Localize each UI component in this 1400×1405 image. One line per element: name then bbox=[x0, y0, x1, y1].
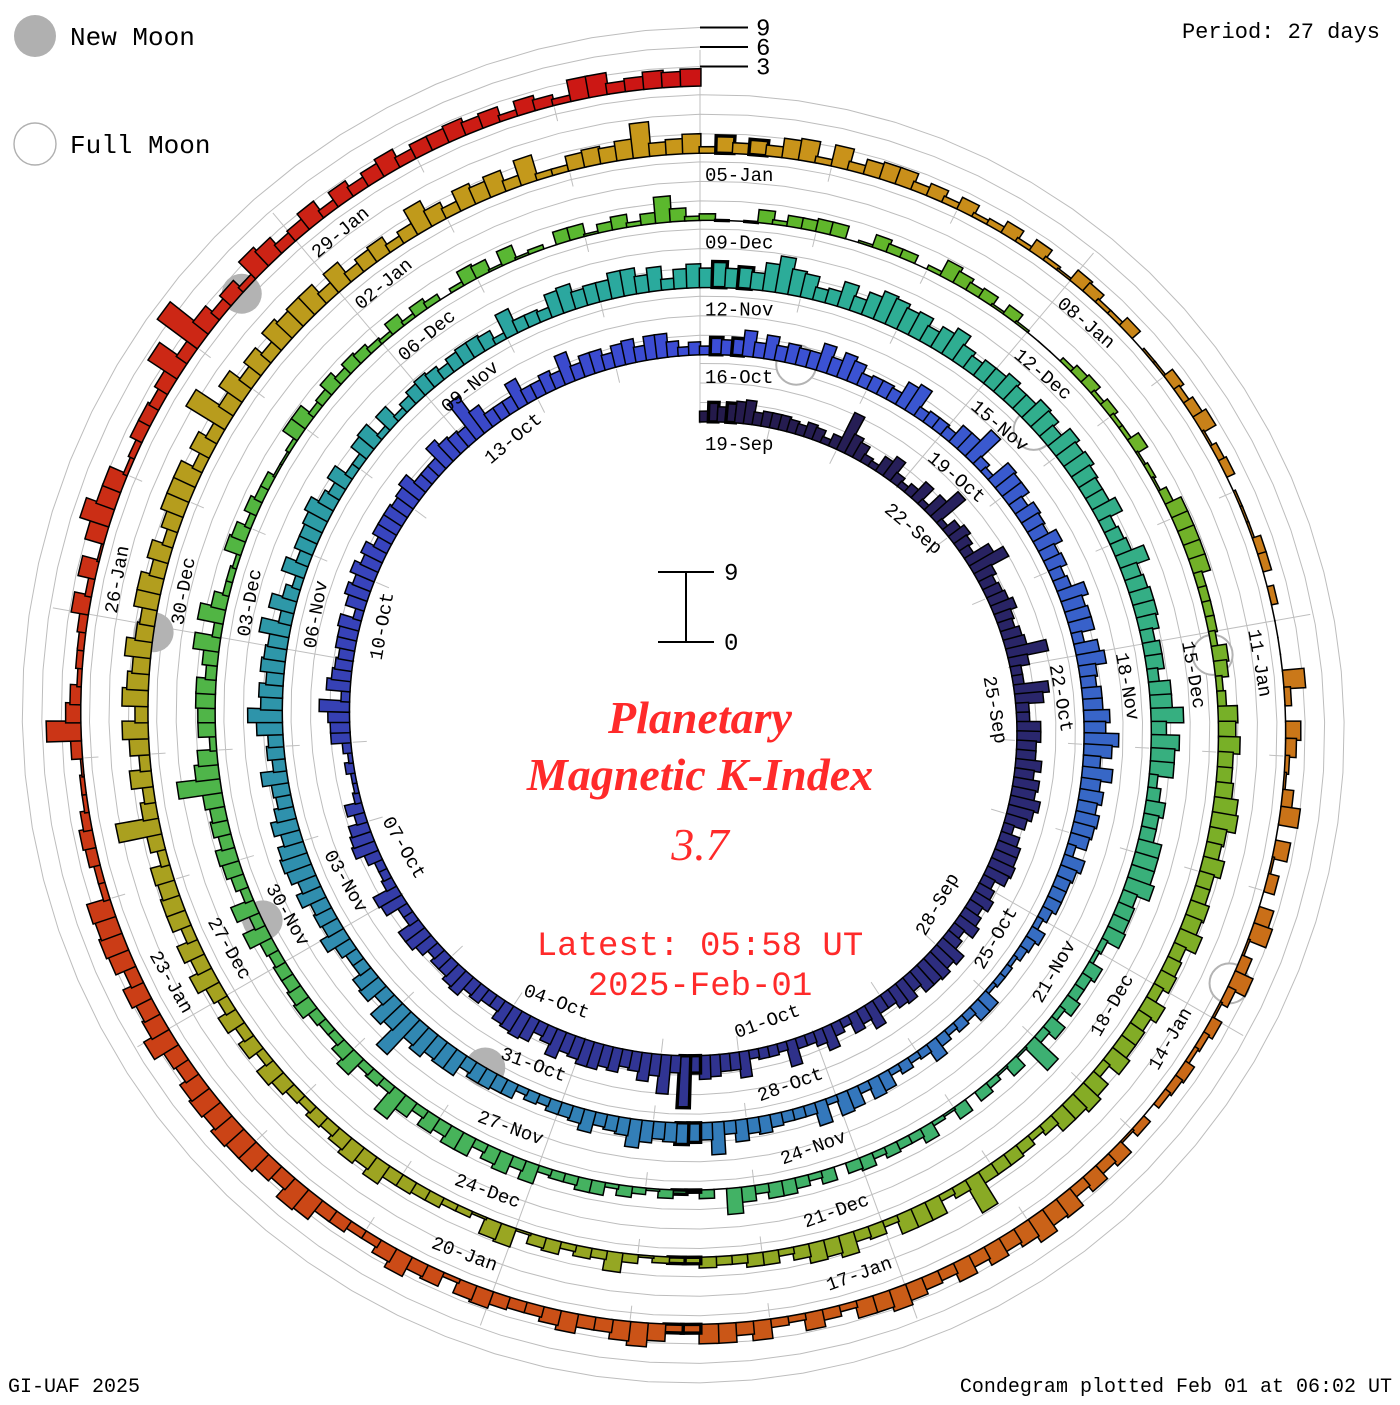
svg-text:New Moon: New Moon bbox=[70, 23, 195, 53]
svg-text:9: 9 bbox=[724, 561, 738, 588]
svg-text:Condegram plotted Feb 01 at 06: Condegram plotted Feb 01 at 06:02 UT bbox=[960, 1376, 1392, 1399]
svg-text:16-Oct: 16-Oct bbox=[705, 367, 773, 389]
svg-text:Period: 27 days: Period: 27 days bbox=[1182, 20, 1380, 45]
svg-text:9: 9 bbox=[756, 17, 770, 44]
svg-text:19-Sep: 19-Sep bbox=[705, 434, 773, 456]
svg-text:Magnetic K-Index: Magnetic K-Index bbox=[526, 749, 873, 800]
svg-text:GI-UAF 2025: GI-UAF 2025 bbox=[8, 1376, 140, 1399]
svg-text:Full Moon: Full Moon bbox=[70, 131, 210, 161]
svg-text:09-Dec: 09-Dec bbox=[705, 232, 773, 254]
svg-text:2025-Feb-01: 2025-Feb-01 bbox=[588, 968, 812, 1006]
svg-text:12-Nov: 12-Nov bbox=[705, 300, 773, 322]
svg-text:0: 0 bbox=[724, 631, 738, 658]
svg-text:Planetary: Planetary bbox=[607, 692, 793, 743]
svg-text:3.7: 3.7 bbox=[670, 819, 731, 870]
svg-text:Latest: 05:58 UT: Latest: 05:58 UT bbox=[537, 928, 863, 966]
svg-text:05-Jan: 05-Jan bbox=[705, 165, 773, 187]
